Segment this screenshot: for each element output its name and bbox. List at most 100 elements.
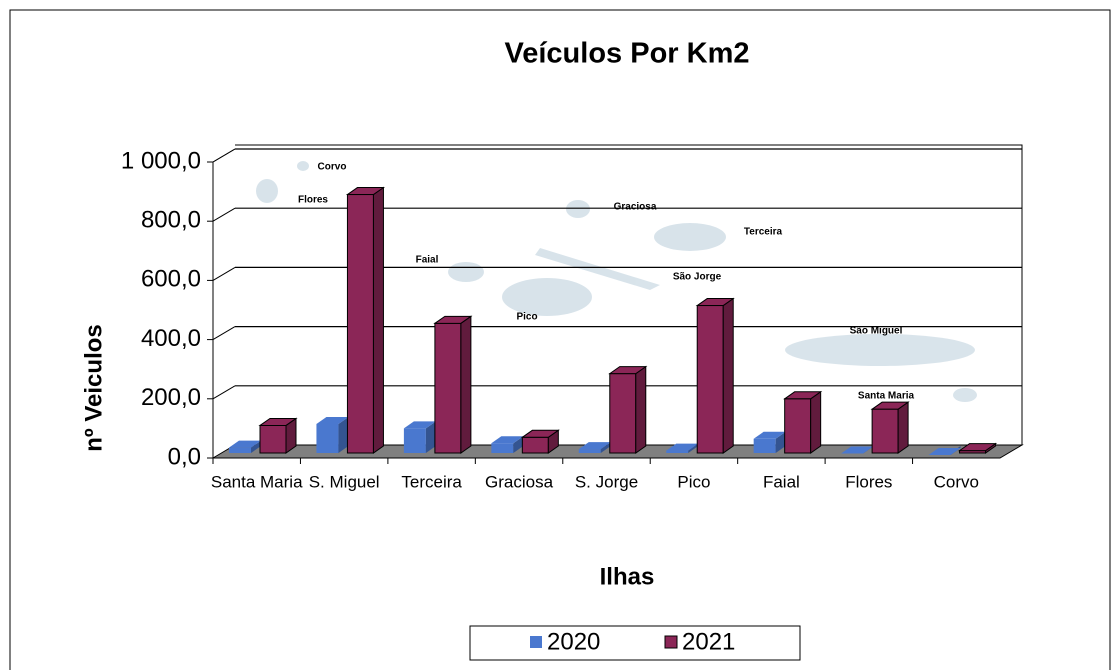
bar-top	[403, 421, 436, 429]
x-tick-label: Santa Maria	[211, 472, 303, 491]
bar-side	[513, 436, 524, 453]
bar-front	[871, 408, 899, 454]
x-tick-label: Corvo	[934, 472, 979, 491]
bar	[578, 442, 611, 453]
bar-front	[666, 450, 689, 453]
bar	[433, 315, 473, 454]
bar	[491, 436, 524, 453]
bar	[753, 431, 786, 453]
bar-front	[491, 443, 514, 453]
bar-top	[783, 391, 823, 400]
bar	[666, 443, 699, 453]
x-tick-label: S. Miguel	[309, 472, 380, 491]
grid-side	[212, 207, 236, 222]
bar-front	[696, 305, 724, 454]
y-axis-title: nº Veiculos	[80, 324, 107, 451]
bar-side	[722, 297, 734, 454]
y-tick-label: 0,0	[168, 443, 201, 470]
bar-top	[870, 401, 910, 410]
bar-front	[434, 322, 462, 454]
x-axis-title: Ilhas	[600, 563, 655, 590]
bar-top	[666, 443, 699, 451]
grid-side	[212, 266, 236, 281]
bar	[928, 446, 961, 456]
bar-side	[251, 440, 261, 453]
bar-top	[928, 448, 961, 456]
bar-front	[259, 424, 287, 454]
bar	[229, 440, 261, 453]
y-tick-label: 1 000,0	[121, 147, 201, 174]
map-label: Terceira	[744, 227, 783, 238]
bar-top	[695, 298, 735, 307]
bar-top	[608, 366, 648, 375]
bar-side	[460, 315, 472, 454]
bar-front	[229, 447, 251, 453]
x-tick-label: Pico	[677, 472, 710, 491]
x-tick-label: Graciosa	[485, 472, 554, 491]
bar	[695, 297, 735, 454]
legend-swatch	[664, 635, 678, 649]
bar	[316, 416, 349, 453]
x-tick-label: S. Jorge	[575, 472, 638, 491]
legend-label: 2020	[547, 628, 600, 655]
bar-front	[403, 428, 426, 453]
bar	[403, 421, 436, 453]
bar-side	[775, 431, 786, 453]
bar-side	[635, 365, 647, 454]
x-tick-label: Flores	[845, 472, 892, 491]
grid-side	[212, 148, 236, 163]
bar	[608, 365, 648, 454]
bar-top	[258, 417, 298, 426]
x-tick-label: Terceira	[401, 472, 462, 491]
grid-side	[212, 385, 236, 400]
bar-front	[753, 438, 776, 453]
bar-top	[316, 416, 349, 424]
bar-top	[753, 431, 786, 439]
bar-front	[578, 449, 601, 453]
bar	[520, 429, 560, 454]
bar-front	[609, 373, 637, 454]
y-tick-label: 200,0	[141, 384, 201, 411]
legend-box	[469, 625, 801, 661]
map-label: Flores	[298, 195, 328, 206]
bar-front	[784, 398, 812, 454]
bar-top	[520, 429, 560, 438]
map-label: São Miguel	[850, 326, 903, 337]
bar	[957, 442, 998, 454]
bar-side	[688, 443, 699, 453]
bar-side	[338, 416, 349, 453]
map-label: São Jorge	[673, 272, 722, 283]
y-tick-label: 600,0	[141, 266, 201, 293]
bar	[783, 390, 823, 454]
bar-top	[578, 442, 611, 450]
chart-title: Veículos Por Km2	[505, 38, 750, 70]
bar-side	[425, 421, 436, 453]
map-label: Corvo	[318, 162, 347, 173]
bar-side	[810, 390, 822, 454]
bar	[841, 446, 874, 454]
bar-front	[521, 436, 549, 454]
legend-label: 2021	[682, 628, 735, 655]
map-label: Faial	[416, 255, 439, 266]
bar-top	[957, 443, 998, 452]
bar-front	[346, 194, 374, 454]
bar-side	[897, 401, 909, 454]
y-tick-label: 800,0	[141, 207, 201, 234]
map-label: Graciosa	[614, 202, 657, 213]
bar	[870, 401, 910, 454]
legend-swatch	[530, 636, 542, 648]
bar-top	[433, 315, 473, 324]
bar	[258, 417, 298, 454]
bar-top	[491, 436, 524, 444]
x-tick-label: Faial	[763, 472, 800, 491]
y-tick-label: 400,0	[141, 325, 201, 352]
map-label: Pico	[516, 312, 537, 323]
grid-side	[212, 326, 236, 341]
bar-top	[841, 446, 874, 454]
bar	[345, 186, 386, 454]
bar-top	[229, 440, 261, 448]
bar-front	[316, 423, 339, 453]
map-label: Santa Maria	[858, 391, 915, 402]
bar-side	[600, 442, 611, 453]
